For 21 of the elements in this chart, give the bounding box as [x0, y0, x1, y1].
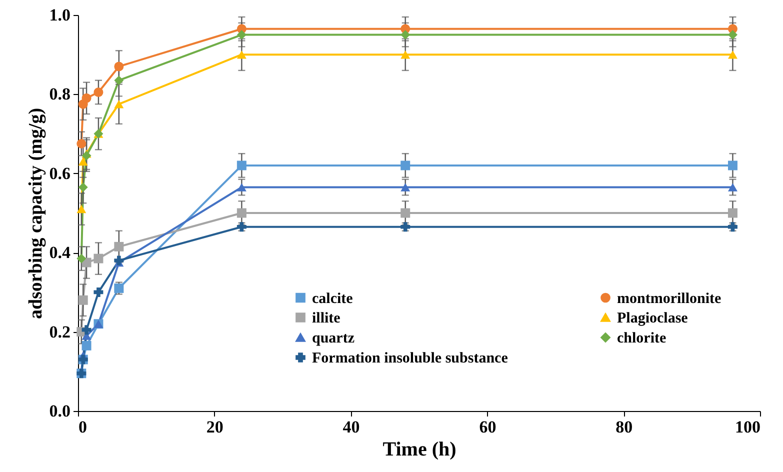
x-tick-label: 0: [78, 418, 87, 436]
y-tick-label: 0.0: [49, 402, 70, 420]
legend-label: montmorillonite: [617, 290, 722, 307]
legend-label: chlorite: [617, 330, 666, 346]
legend-label: Plagioclase: [617, 310, 688, 326]
legend-label: calcite: [312, 290, 354, 307]
x-axis-title: Time (h): [382, 438, 456, 460]
legend-label: Formation insoluble substance: [312, 350, 508, 366]
legend-label: illite: [312, 310, 341, 326]
y-tick-label: 1.0: [49, 6, 70, 24]
y-tick-label: 0.6: [49, 164, 70, 183]
y-axis-title: adsorbing capacity (mg/g): [25, 108, 46, 320]
y-tick-label: 0.4: [49, 243, 71, 262]
x-tick-label: 100: [735, 418, 760, 436]
y-tick-label: 0.8: [49, 84, 70, 104]
legend-label: quartz: [312, 330, 355, 346]
x-tick-label: 80: [616, 418, 633, 436]
y-tick-label: 0.2: [49, 322, 70, 342]
x-tick-label: 20: [206, 418, 224, 436]
x-tick-label: 40: [342, 418, 360, 436]
x-tick-label: 60: [479, 418, 496, 436]
